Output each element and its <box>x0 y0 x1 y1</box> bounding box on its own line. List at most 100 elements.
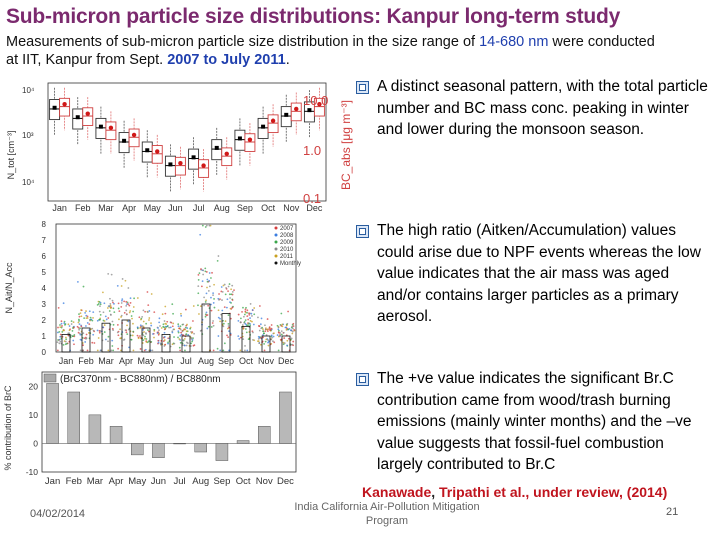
ratio-point <box>76 281 79 283</box>
ratio-point <box>180 331 183 334</box>
ratio-point <box>113 302 115 305</box>
month-label: Jul <box>193 203 205 213</box>
ratio-point <box>178 338 181 340</box>
ratio-point <box>102 326 105 329</box>
ratio-point <box>86 349 89 352</box>
ratio-point <box>145 341 148 343</box>
ratio-point <box>120 316 122 318</box>
ratio-point <box>153 311 156 314</box>
brc-month-labels: Jan Feb Mar Apr May Jun Jul Aug Sep Oct Nov Dec <box>45 476 294 487</box>
ratio-point <box>67 323 70 326</box>
month-label: Oct <box>236 476 251 487</box>
month-label: May <box>137 356 155 366</box>
ratio-point <box>82 344 84 347</box>
ratio-point <box>208 279 211 282</box>
ratio-point <box>242 306 244 309</box>
ratio-point <box>171 343 174 346</box>
ratio-point <box>244 328 247 330</box>
ratio-point <box>197 304 199 307</box>
bc-box <box>244 133 256 152</box>
ratio-point <box>164 327 167 330</box>
ratio-point <box>272 335 275 338</box>
ratio-point <box>119 328 121 331</box>
ratio-point <box>56 341 59 344</box>
ratio-monthly-bar <box>81 327 91 353</box>
brc-y-ticks: -10 0 10 20 <box>26 381 39 477</box>
ratio-point <box>281 323 284 326</box>
ratio-point <box>182 323 185 326</box>
ratio-point <box>183 337 186 340</box>
ratio-point <box>123 311 126 314</box>
ratio-point <box>163 320 166 322</box>
bullet-text: A distinct seasonal pattern, with the to… <box>377 78 708 138</box>
brc-bar <box>236 440 250 444</box>
ratio-point <box>268 326 271 329</box>
ratio-point <box>193 332 195 335</box>
ratio-point <box>208 285 211 288</box>
box-month-labels: Jan Feb Mar Apr May Jun Jul Aug Sep Oct Nov Dec <box>52 203 323 213</box>
ratio-point <box>264 328 267 331</box>
ratio-point <box>212 324 215 327</box>
ratio-point <box>128 304 131 307</box>
ratio-point <box>231 299 234 301</box>
ratio-point <box>198 313 200 315</box>
ratio-point <box>257 316 259 319</box>
ratio-point <box>85 337 88 340</box>
ratio-point <box>99 305 101 308</box>
ratio-point <box>291 330 294 333</box>
legend-label: Monthly <box>280 261 301 267</box>
bullet-marker-icon <box>356 81 369 94</box>
ratio-point <box>284 326 287 329</box>
ratio-point <box>104 338 107 341</box>
ratio-point <box>137 337 140 340</box>
ratio-point <box>231 306 234 309</box>
ratio-point <box>259 323 262 326</box>
brc-bar <box>46 383 59 444</box>
ratio-point <box>237 319 240 322</box>
ratio-point <box>273 341 276 344</box>
ratio-point <box>132 330 135 333</box>
ratio-point <box>264 324 266 327</box>
ratio-point <box>78 313 80 315</box>
ratio-ytick: 0 <box>42 348 47 357</box>
bc-box <box>174 156 186 176</box>
ratio-point <box>117 347 120 350</box>
ratio-point <box>79 333 82 336</box>
ratio-point <box>277 349 280 352</box>
ratio-point <box>117 334 120 337</box>
ratio-point <box>109 297 111 300</box>
month-label: Oct <box>261 203 276 213</box>
ratio-point <box>68 325 71 327</box>
ratio-point <box>109 313 112 316</box>
ratio-point <box>283 337 286 339</box>
bc-tick-3: 0.1 <box>303 191 321 206</box>
ratio-point <box>130 315 133 317</box>
month-label: Apr <box>122 203 136 213</box>
brc-bars <box>42 383 296 461</box>
ratio-point <box>120 349 122 352</box>
ratio-point <box>211 322 214 324</box>
ratio-point <box>150 341 153 343</box>
ratio-point <box>229 317 232 320</box>
ratio-point <box>210 326 213 328</box>
ratio-point <box>231 284 234 287</box>
ratio-point <box>70 320 73 322</box>
ratio-point <box>217 255 220 257</box>
ratio-point <box>157 329 160 332</box>
ratio-point <box>102 291 104 294</box>
ratio-point <box>98 300 101 303</box>
ratio-point <box>200 285 203 288</box>
ratio-point <box>85 333 88 336</box>
ratio-point <box>144 310 147 313</box>
ratio-point <box>63 320 66 323</box>
ratio-point <box>204 301 207 303</box>
ratio-point <box>90 318 93 321</box>
ratio-point <box>281 325 284 328</box>
ratio-point <box>286 344 289 347</box>
ratio-point <box>180 333 183 336</box>
ratio-point <box>98 310 101 313</box>
bc-mean-point <box>131 132 137 138</box>
ratio-point <box>147 330 150 333</box>
ratio-point <box>263 349 266 352</box>
ratio-point <box>213 298 215 300</box>
